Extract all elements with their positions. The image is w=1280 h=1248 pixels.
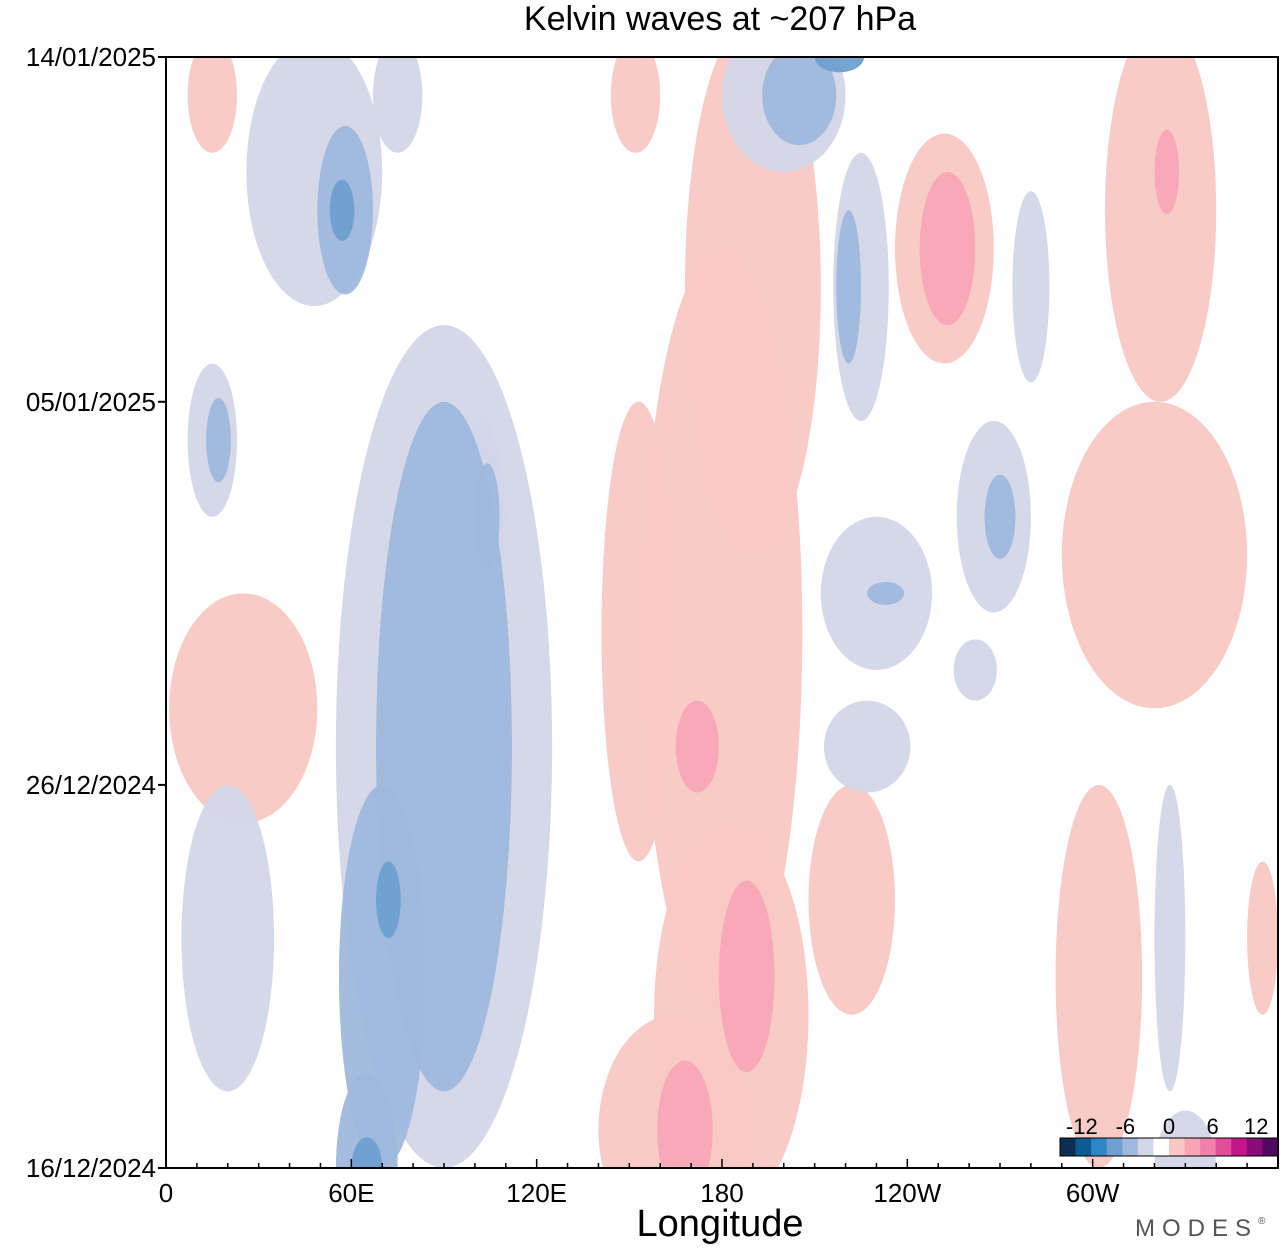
x-tick-label: 60E — [328, 1178, 374, 1208]
colorbar-swatch — [1106, 1138, 1123, 1156]
colorbar-label: -6 — [1116, 1114, 1136, 1139]
colorbar-swatch — [1137, 1138, 1154, 1156]
brand-logo: MODES® — [1135, 1215, 1272, 1242]
positive-anomaly-region — [675, 700, 719, 793]
colorbar-swatch — [1091, 1138, 1108, 1156]
x-tick-label: 0 — [159, 1178, 173, 1208]
negative-anomaly-region — [372, 57, 423, 153]
colorbar-label: -12 — [1066, 1114, 1098, 1139]
positive-anomaly-region — [601, 401, 676, 862]
y-tick-label: 16/12/2024 — [26, 1153, 156, 1183]
negative-anomaly-region — [206, 397, 231, 483]
colorbar-swatch — [1122, 1138, 1139, 1156]
positive-anomaly-region — [641, 248, 803, 1015]
colorbar-swatch — [1215, 1138, 1232, 1156]
negative-anomaly-region — [836, 210, 862, 364]
colorbar-label: 0 — [1163, 1114, 1175, 1139]
positive-anomaly-region — [1105, 57, 1217, 402]
y-tick-label: 26/12/2024 — [26, 770, 156, 800]
brand-name: MODES — [1135, 1215, 1258, 1242]
y-tick-label: 14/01/2025 — [26, 42, 156, 72]
negative-anomaly-region — [351, 1137, 383, 1168]
x-tick-label: 180 — [700, 1178, 743, 1208]
positive-anomaly-region — [657, 1060, 713, 1168]
y-tick-label: 05/01/2025 — [26, 387, 156, 417]
colorbar-swatch — [1200, 1138, 1217, 1156]
chart-title: Kelvin waves at ~207 hPa — [524, 0, 916, 38]
colorbar-swatch — [1262, 1138, 1279, 1156]
negative-anomaly-region — [329, 179, 355, 241]
colorbar: -12 -6 0 6 12 — [1059, 1114, 1279, 1157]
x-axis-title: Longitude — [637, 1203, 804, 1245]
negative-anomaly-region — [338, 784, 426, 1168]
colorbar-frame — [1059, 1137, 1279, 1157]
negative-anomaly-region — [823, 700, 911, 793]
negative-anomaly-region — [814, 57, 865, 73]
negative-anomaly-region — [953, 639, 997, 701]
positive-anomaly-region — [187, 57, 238, 153]
negative-anomaly-region — [376, 861, 401, 939]
positive-anomaly-region — [1247, 861, 1278, 1015]
x-tick-label: 120W — [873, 1178, 941, 1208]
negative-anomaly-region — [335, 1072, 398, 1168]
negative-anomaly-region — [1154, 784, 1186, 1092]
colorbar-label: 6 — [1206, 1114, 1218, 1139]
positive-anomaly-region — [1154, 129, 1180, 215]
colorbar-swatch — [1153, 1138, 1170, 1156]
colorbar-swatch — [1231, 1138, 1248, 1156]
brand-mark: ® — [1258, 1216, 1272, 1227]
negative-anomaly-region — [867, 581, 905, 605]
colorbar-swatch — [1060, 1138, 1077, 1156]
negative-anomaly-region — [1012, 191, 1050, 383]
negative-anomaly-region — [984, 474, 1016, 559]
colorbar-swatch — [1075, 1138, 1092, 1156]
negative-anomaly-region — [762, 57, 837, 146]
x-tick-label: 60W — [1066, 1178, 1120, 1208]
colorbar-label: 12 — [1244, 1114, 1268, 1139]
contour-field — [169, 57, 1278, 1168]
positive-anomaly-region — [919, 171, 976, 326]
x-tick-label: 120E — [506, 1178, 567, 1208]
y-axis: 16/12/2024 26/12/2024 05/01/2025 14/01/2025 — [26, 42, 166, 1183]
x-axis: 0 60E 120E 180 120W 60W — [159, 1159, 1279, 1208]
positive-anomaly-region — [718, 880, 775, 1073]
negative-anomaly-region — [181, 784, 275, 1092]
positive-anomaly-region — [169, 593, 318, 824]
colorbar-swatch — [1184, 1138, 1201, 1156]
positive-anomaly-region — [1061, 401, 1248, 709]
colorbar-swatch — [1169, 1138, 1186, 1156]
positive-anomaly-region — [610, 57, 661, 153]
positive-anomaly-region — [1055, 784, 1143, 1168]
positive-anomaly-region — [808, 784, 895, 1015]
colorbar-swatch — [1246, 1138, 1263, 1156]
